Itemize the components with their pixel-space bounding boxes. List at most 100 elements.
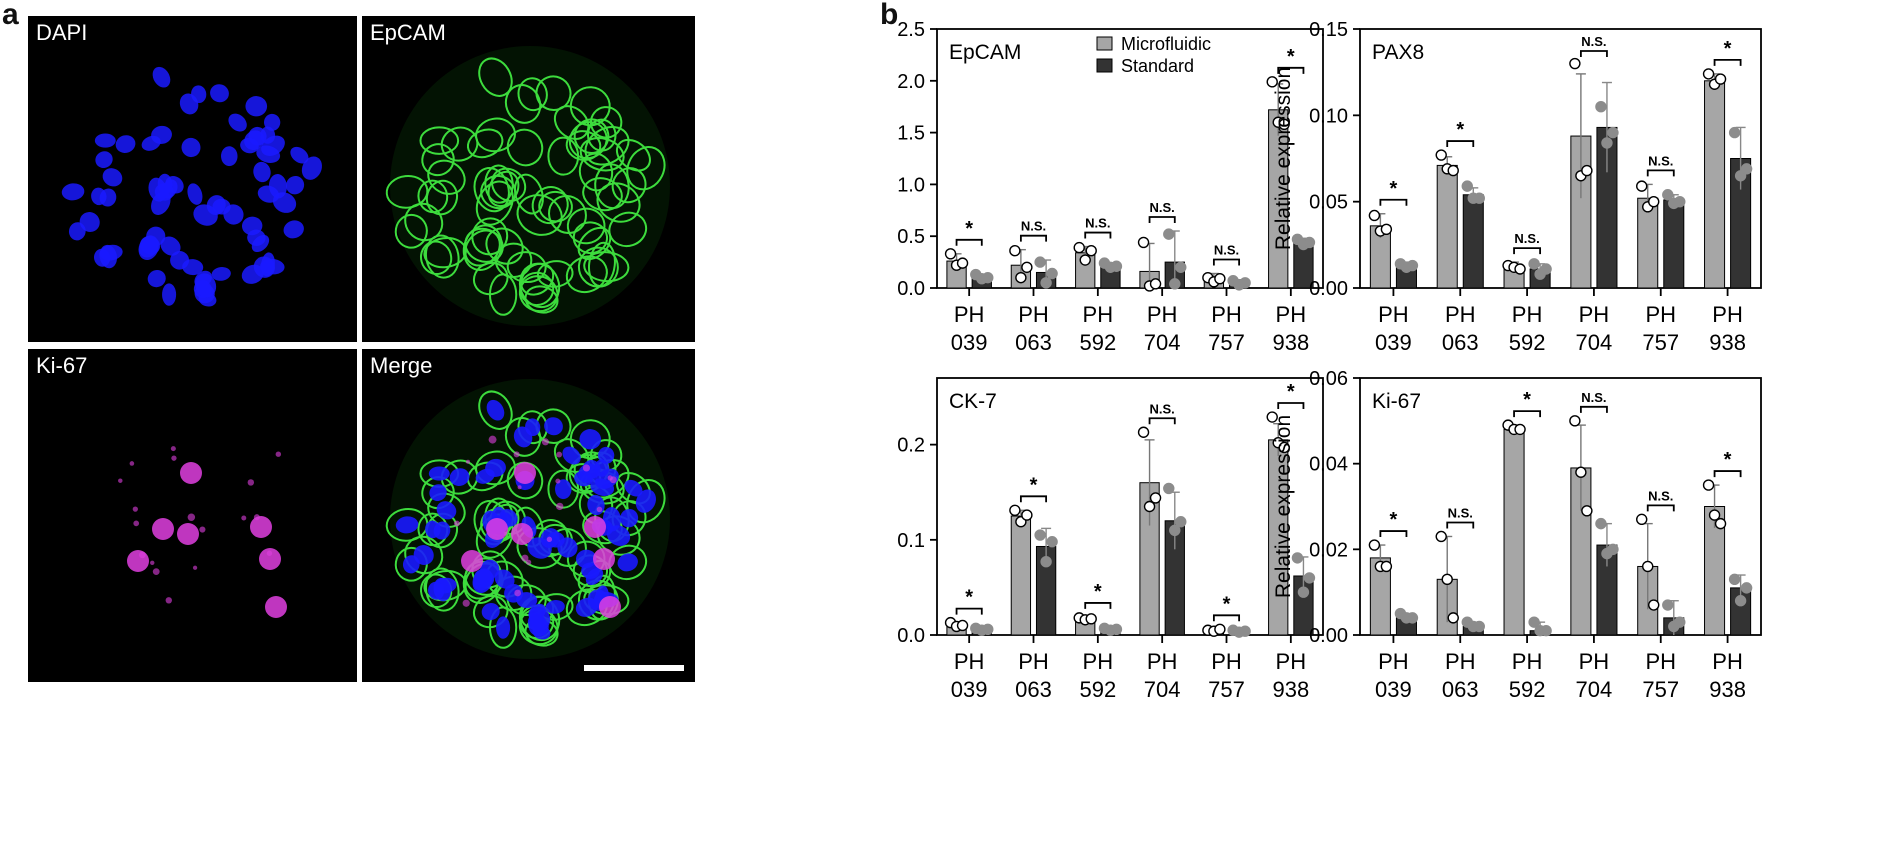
significance-label: * — [1390, 178, 1398, 200]
ki67-speck — [241, 515, 247, 521]
y-tick-label: 0.05 — [1309, 192, 1348, 214]
data-point — [1079, 254, 1091, 266]
x-tick-label: PH — [1512, 302, 1543, 327]
y-tick-label: 0.5 — [897, 226, 925, 248]
significance-label: * — [1030, 474, 1038, 496]
x-tick-label: PH — [954, 302, 985, 327]
micrograph-label: Ki-67 — [36, 353, 88, 378]
data-point — [1040, 556, 1052, 568]
ki67-speck — [556, 502, 564, 511]
y-tick-label: 1.5 — [897, 123, 925, 145]
significance-bracket — [1084, 602, 1112, 609]
data-point — [1406, 612, 1419, 624]
data-point — [1674, 616, 1686, 628]
scale-bar — [584, 665, 684, 671]
ki67-nucleus — [514, 462, 536, 484]
data-point — [956, 619, 969, 632]
epcam-micrograph: EpCAM — [362, 16, 695, 342]
x-tick-label: 039 — [951, 677, 988, 702]
x-tick-label: PH — [954, 649, 985, 674]
x-tick-label: PH — [1579, 649, 1610, 674]
data-point — [1728, 573, 1741, 586]
data-point — [1239, 625, 1251, 637]
data-point — [1540, 625, 1552, 637]
data-point — [956, 257, 969, 269]
ki67-nucleus — [593, 548, 615, 570]
ki67-speck — [556, 451, 563, 458]
data-point — [1214, 272, 1226, 285]
significance-bracket — [1513, 410, 1542, 418]
data-point — [1266, 76, 1278, 88]
ki67-speck — [513, 451, 520, 458]
y-tick-label: 0.00 — [1309, 625, 1348, 647]
x-tick-label: PH — [1645, 302, 1676, 327]
x-tick-label: PH — [1211, 302, 1242, 327]
data-point — [1581, 164, 1593, 177]
y-tick-label: 1.0 — [897, 174, 925, 196]
x-tick-label: 757 — [1208, 330, 1245, 355]
significance-bracket — [1379, 530, 1408, 538]
y-tick-label: 2.5 — [897, 19, 925, 41]
bar-microfluidic — [1436, 164, 1458, 289]
y-tick-label: 0.02 — [1309, 539, 1348, 561]
data-point — [1601, 137, 1613, 149]
significance-bracket — [1084, 231, 1112, 239]
ki67-speck — [541, 438, 549, 446]
data-point — [1073, 241, 1085, 254]
data-point — [1648, 599, 1660, 611]
ki67-nucleus — [599, 596, 621, 618]
ki67-nucleus — [180, 462, 202, 484]
data-point — [1569, 415, 1581, 427]
y-axis-label: Relative expression — [1272, 415, 1295, 598]
micrograph-label: Merge — [370, 353, 433, 378]
ki67-nucleus — [584, 516, 606, 538]
data-point — [1569, 57, 1581, 70]
panel-a-letter: a — [2, 0, 19, 31]
significance-bracket — [1148, 417, 1176, 425]
ki67-speck — [517, 485, 522, 490]
significance-bracket — [1212, 258, 1241, 266]
bar-microfluidic — [1704, 80, 1726, 289]
bar-microfluidic — [1503, 428, 1525, 636]
ki67-nucleus — [177, 523, 199, 545]
data-point — [1708, 509, 1721, 521]
chart-pax8: 0.00 0.05 0.10 0.15 Relative expression PAX8 P… — [1272, 19, 1762, 355]
data-point — [1149, 278, 1162, 290]
data-point — [1702, 68, 1715, 80]
data-point — [1110, 260, 1123, 272]
x-tick-label: 704 — [1144, 677, 1181, 702]
data-point — [1368, 539, 1381, 551]
significance-label: * — [1094, 581, 1102, 603]
x-tick-label: 704 — [1144, 330, 1181, 355]
ki67-speck — [199, 526, 206, 533]
data-point — [1266, 411, 1278, 423]
data-point — [1714, 517, 1727, 530]
x-tick-label: 063 — [1442, 330, 1479, 355]
ki67-speck — [555, 478, 561, 484]
chart-title: Ki-67 — [1372, 390, 1421, 413]
data-point — [1662, 599, 1674, 611]
ki67-image — [118, 446, 287, 618]
x-tick-label: PH — [1579, 302, 1610, 327]
data-point — [1447, 164, 1459, 177]
x-tick-label: 592 — [1509, 330, 1546, 355]
data-point — [1278, 441, 1290, 454]
ki67-nucleus — [250, 516, 272, 538]
significance-bracket — [1446, 521, 1475, 529]
data-point — [1110, 623, 1123, 635]
significance-label: * — [1724, 449, 1732, 471]
significance-label: N.S. — [1150, 401, 1175, 416]
bar-charts-panel: 0.0 0.5 1.0 1.5 2.0 2.5 Relative expression EpC… — [897, 19, 1762, 702]
data-point — [1435, 530, 1447, 543]
data-point — [1169, 524, 1181, 536]
x-tick-label: PH — [1445, 302, 1476, 327]
x-tick-label: 938 — [1272, 677, 1309, 702]
x-tick-label: 592 — [1509, 677, 1546, 702]
y-axis-label: Relative expression — [1272, 67, 1295, 250]
data-point — [1714, 73, 1727, 85]
significance-bracket — [1277, 66, 1305, 74]
data-point — [1046, 267, 1058, 280]
significance-bracket — [1513, 247, 1542, 255]
data-point — [1009, 245, 1021, 257]
ki67-speck — [488, 435, 497, 444]
